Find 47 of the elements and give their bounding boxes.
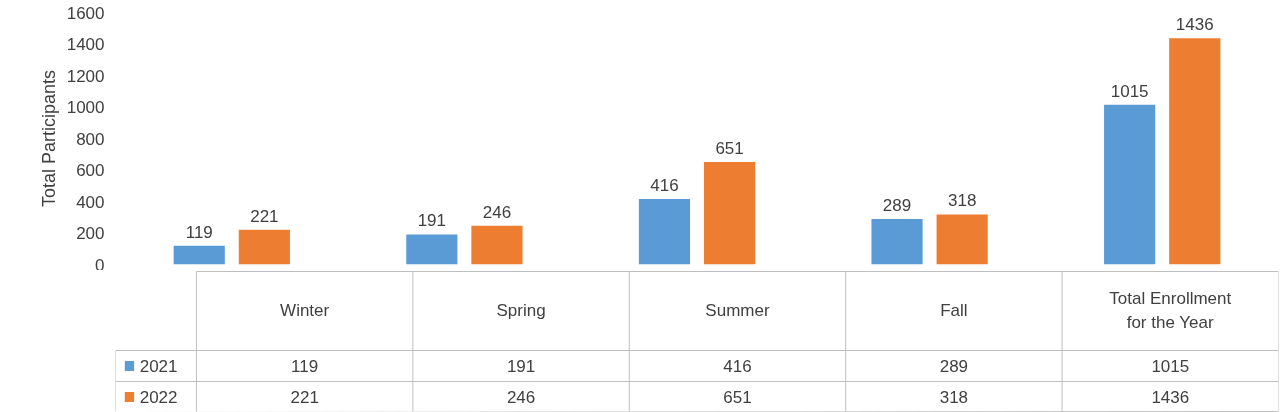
bar <box>173 245 225 265</box>
x-tick-label: Fall <box>940 301 968 320</box>
y-tick-label: 0 <box>95 255 105 275</box>
text: 119 <box>291 357 319 376</box>
data-label: 1436 <box>1175 15 1214 35</box>
text: 1436 <box>1151 388 1190 407</box>
bar <box>1169 38 1221 265</box>
data-label: 318 <box>947 191 977 211</box>
data-label: 191 <box>417 211 447 231</box>
bar <box>238 229 290 265</box>
text: 318 <box>939 388 969 407</box>
bar <box>871 218 923 265</box>
data-label: 246 <box>482 202 512 222</box>
bar <box>471 225 523 265</box>
y-tick-label: 1400 <box>66 35 105 54</box>
bar <box>703 161 756 265</box>
y-tick-label: 400 <box>76 192 105 212</box>
data-label: 289 <box>882 195 912 215</box>
data-label: 221 <box>250 206 279 226</box>
y-tick-label: 1200 <box>66 66 105 86</box>
x-tick-label: Spring <box>496 301 546 320</box>
x-tick-label: Total Enrollment for the Year <box>1109 289 1232 332</box>
text: 289 <box>939 357 969 376</box>
text: 191 <box>506 357 536 376</box>
bar <box>936 214 988 265</box>
text: 416 <box>723 357 752 376</box>
data-label: 651 <box>715 138 744 158</box>
data-label: 416 <box>650 175 679 195</box>
y-tick-label: 800 <box>76 129 105 149</box>
y-axis-title: Total Participants <box>38 69 59 208</box>
text: 651 <box>723 388 752 407</box>
text: 246 <box>506 388 536 407</box>
data-label: 1015 <box>1110 81 1149 101</box>
text: 221 <box>290 388 319 407</box>
legend-label: 2021 <box>139 357 178 376</box>
y-tick-label: 200 <box>76 224 105 243</box>
data-label: 119 <box>185 222 213 242</box>
bar <box>638 198 691 265</box>
y-tick-label: 1000 <box>66 98 105 117</box>
bar <box>1104 104 1156 265</box>
legend-label: 2022 <box>139 388 178 407</box>
x-tick-label: Winter <box>280 301 330 320</box>
x-tick-label: Summer <box>705 301 770 320</box>
text: 1015 <box>1151 357 1190 376</box>
bar <box>406 234 458 265</box>
y-tick-label: 600 <box>76 161 105 180</box>
y-tick-label: 1600 <box>66 3 105 23</box>
